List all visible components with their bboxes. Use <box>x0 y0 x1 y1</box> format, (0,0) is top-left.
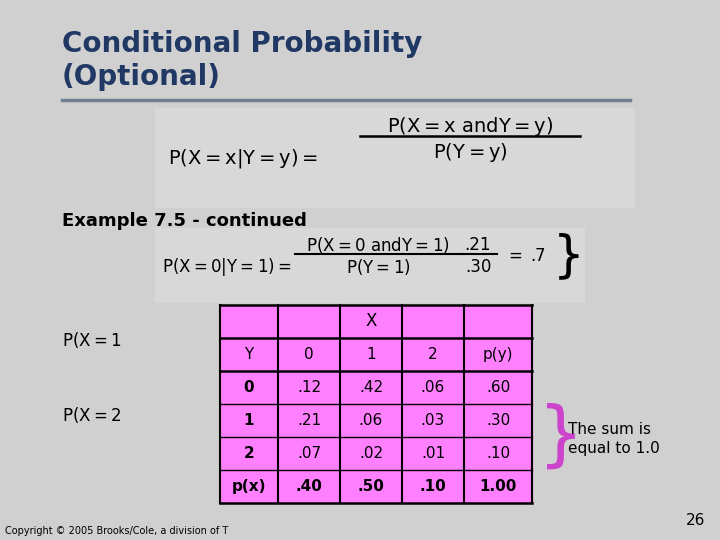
Text: (Optional): (Optional) <box>62 63 221 91</box>
Text: 0: 0 <box>243 380 254 395</box>
Bar <box>155 108 635 208</box>
Text: 0: 0 <box>304 347 314 362</box>
Text: 1.00: 1.00 <box>480 479 517 494</box>
Text: P(Y$=$y): P(Y$=$y) <box>433 141 508 165</box>
Text: P(X$=$2: P(X$=$2 <box>62 405 121 425</box>
Text: Y: Y <box>244 347 253 362</box>
Text: .10: .10 <box>420 479 446 494</box>
Text: 26: 26 <box>685 513 705 528</box>
Text: P(X$=$x andY$=$y): P(X$=$x andY$=$y) <box>387 114 553 138</box>
Bar <box>155 228 585 303</box>
Text: .12: .12 <box>297 380 321 395</box>
Text: .30: .30 <box>465 258 491 276</box>
Bar <box>220 305 532 503</box>
Text: }: } <box>538 402 584 471</box>
Text: P(Y$=$1): P(Y$=$1) <box>346 257 410 277</box>
Text: P(X$=$x$|$Y$=$y)$=$: P(X$=$x$|$Y$=$y)$=$ <box>168 146 318 170</box>
Text: p(x): p(x) <box>232 479 266 494</box>
Text: .21: .21 <box>464 236 491 254</box>
Text: .60: .60 <box>486 380 510 395</box>
Text: .07: .07 <box>297 446 321 461</box>
Text: P(X$=$0 andY$=$1): P(X$=$0 andY$=$1) <box>306 235 450 255</box>
Text: .03: .03 <box>421 413 445 428</box>
Text: .42: .42 <box>359 380 383 395</box>
Text: P(X$=$0$|$Y$=$1)$=$: P(X$=$0$|$Y$=$1)$=$ <box>162 256 292 278</box>
Text: .21: .21 <box>297 413 321 428</box>
Text: Example 7.5 - continued: Example 7.5 - continued <box>62 212 307 230</box>
Text: Conditional Probability: Conditional Probability <box>62 30 423 58</box>
Text: 2: 2 <box>428 347 438 362</box>
Text: .06: .06 <box>359 413 383 428</box>
Text: .50: .50 <box>358 479 384 494</box>
Text: .30: .30 <box>486 413 510 428</box>
Text: Copyright © 2005 Brooks/Cole, a division of T: Copyright © 2005 Brooks/Cole, a division… <box>5 526 228 536</box>
Text: 1: 1 <box>244 413 254 428</box>
Text: X: X <box>365 313 377 330</box>
Text: .10: .10 <box>486 446 510 461</box>
Text: equal to 1.0: equal to 1.0 <box>568 442 660 456</box>
Text: .06: .06 <box>421 380 445 395</box>
Text: }: } <box>553 232 585 280</box>
Text: .01: .01 <box>421 446 445 461</box>
Text: .40: .40 <box>296 479 323 494</box>
Text: p(y): p(y) <box>482 347 513 362</box>
Text: .02: .02 <box>359 446 383 461</box>
Text: P(X$=$1: P(X$=$1 <box>62 330 122 350</box>
Text: The sum is: The sum is <box>568 422 651 436</box>
Text: $=$ .7: $=$ .7 <box>505 247 546 265</box>
Text: 2: 2 <box>243 446 254 461</box>
Text: 1: 1 <box>366 347 376 362</box>
